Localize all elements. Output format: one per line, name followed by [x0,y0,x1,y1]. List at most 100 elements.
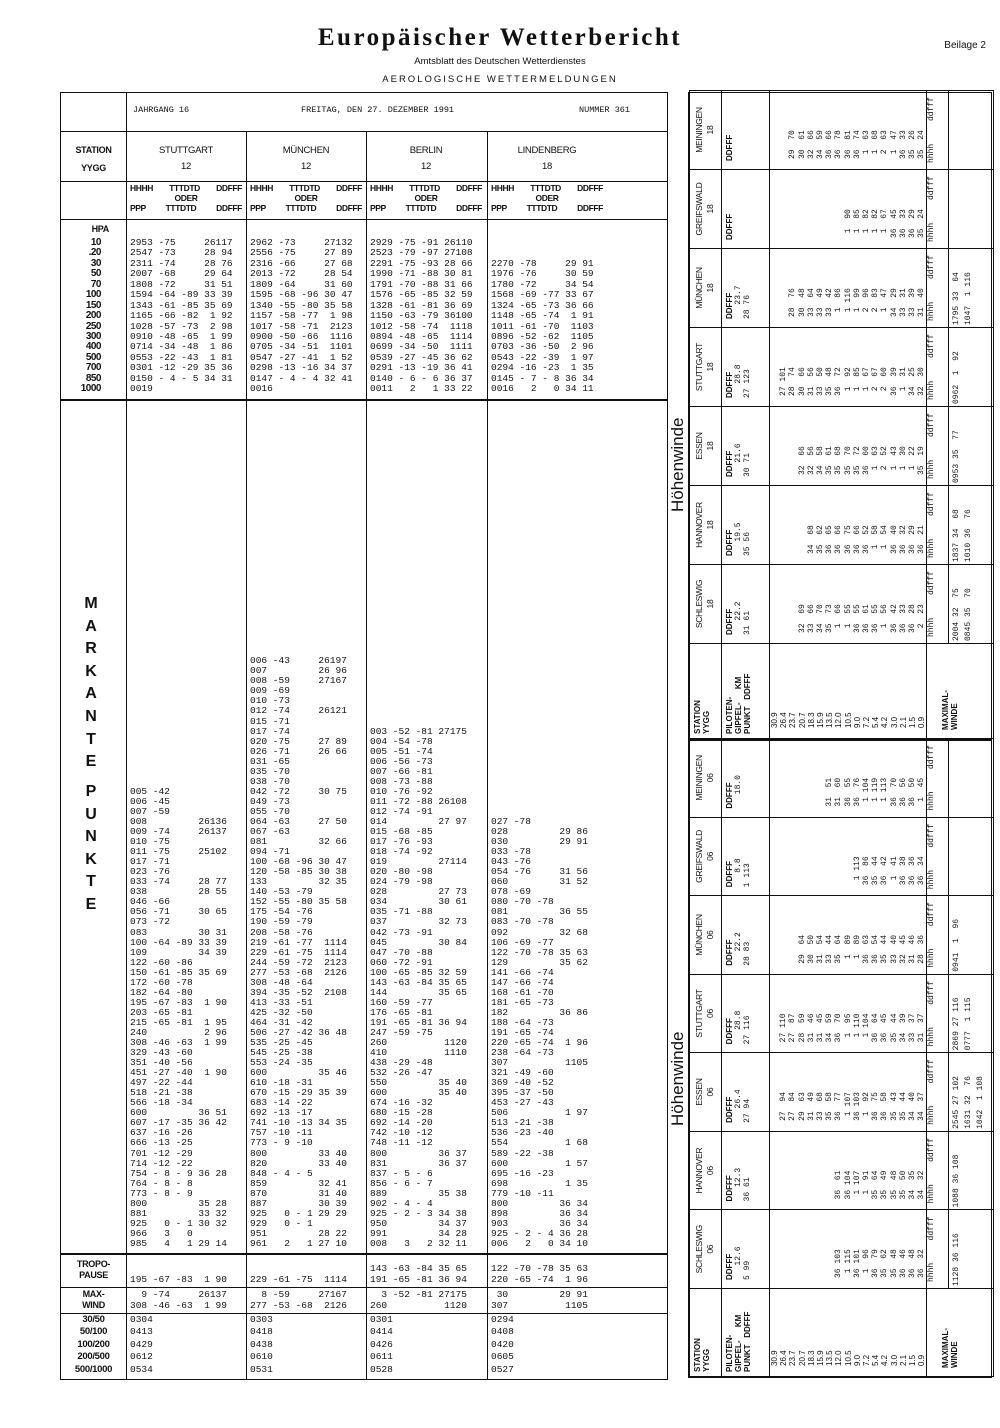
station-name: SCHLESWIG [694,1225,704,1274]
thickness-row: 0527 [491,1363,514,1375]
height-level: 30.9 [770,712,779,728]
markante-row: 277 -53 -68 2126 [250,966,347,978]
markante-row: 748 -11 -12 [370,1137,433,1149]
wind-value: 36 79 [871,1249,881,1278]
wind-value: 35 48 [825,367,835,396]
pilot-value: 28 83 [743,941,752,966]
maximal-label: MAXIMAL- [941,1328,951,1368]
wind-label: WIND [82,1300,105,1310]
maxwind-header: hhhh ddfff [927,328,936,406]
height-level: 9.0 [852,716,862,728]
maxwind-value: 1795 33 64 [952,272,962,325]
height-level: 23.7 [788,712,798,728]
wind-value: 31 46 [908,934,918,964]
markante-row: 020 -80 -98 [370,866,433,878]
height-level: 13.5 [825,712,835,728]
markante-row: 054 -76 31 56 [491,866,588,878]
markante-row: 950 34 37 [370,1217,467,1229]
wind-value: 30 50 [806,934,816,964]
wind-value: 35 50 [898,1170,908,1200]
station-name: MEININGEN [694,755,704,801]
ddfff-label: ddfff [927,255,937,280]
markante-row: 351 -40 -56 [130,1057,193,1069]
thickness-row: 0528 [370,1363,393,1375]
wind-value: 36 77 [834,1092,844,1121]
hpa-level: 850 [85,372,102,384]
ddfff-label: ddfff [927,745,937,770]
issue-number: NUMMER 361 [579,105,631,115]
wind-value: 33 37 [908,1013,918,1043]
markante-row: 600 35 46 [250,1067,347,1079]
thickness-row: 0294 [491,1314,514,1325]
maxwind-value: 1047 1 116 [964,272,974,325]
markante-row: 028 27 73 [370,886,467,898]
hpa-row: 0016 2 0 34 11 [491,383,594,395]
thickness-row: 0531 [250,1363,273,1375]
markante-row: 007 26 96 [250,665,347,677]
maxwind-data: 8 -59 27167 277 -53 -68 2126 [250,1289,347,1311]
thickness-layers: 30/50 50/100 100/200 200/500 500/1000 [61,1314,126,1376]
markante-row: 028 29 86 [491,826,588,838]
thickness-layer-label: 100/200 [77,1338,110,1350]
wind-value: 30 61 [797,130,807,159]
wind-value: 1 63 [871,446,881,475]
hpa-row: 0150 - 4 - 5 34 31 [130,372,233,384]
wind-value: 33 66 [806,604,816,633]
wind-value: 36 66 [825,130,835,159]
maxwind-value: 0777 1 115 [964,997,974,1051]
station-yygg: 12 [301,161,311,172]
hpa-row: 1791 -70 -88 31 66 [370,278,473,290]
markante-row: 215 -65 -81 1 95 [130,1016,227,1028]
height-level: 18.3 [806,1350,816,1366]
markante-row: 464 -31 -42 [250,1016,313,1028]
markante-row: 047 -70 -88 [370,946,433,958]
maxwind-row: 260 1120 [370,1299,467,1311]
wind-values: 29 70 30 61 32 66 34 59 36 66 36 78 36 81 36 74… [770,91,926,169]
pilot-value: 36 61 [743,1177,752,1202]
height-level: 9.0 [852,1354,862,1366]
hpa-row: 1576 -65 -85 32 59 [370,289,473,301]
markante-row: 073 -72 [130,916,170,928]
pilot-value: 31 61 [743,610,752,635]
markante-row: 100 -68 -96 30 47 [250,856,347,868]
wind-value: 36 70 [889,777,899,807]
markante-punkte-data: 005 -42 006 -45 007 -59 008 26136 009 -74 26… [130,399,227,1249]
wind-value: 36 40 [889,525,899,554]
header-field: TTTDTD [530,183,561,193]
markante-row: 175 -54 -76 [250,906,313,918]
volume-label: JAHRGANG 16 [133,105,190,115]
wind-value: 36 74 [852,130,862,159]
markante-row: 666 -13 -25 [130,1137,193,1149]
thickness-layer-label: 500/1000 [74,1363,113,1375]
markante-row: 773 - 8 - 9 [130,1187,193,1199]
hpa-row: 1594 -64 -89 33 39 [130,289,233,301]
soundings-table: JAHRGANG 16 FREITAG, DEN 27. DEZEMBER 19… [60,92,668,1380]
header-field: DDFFF [336,203,362,213]
hpa-level: 100 [85,289,102,301]
hpa-row [491,238,594,248]
wind-value: 36 56 [898,777,908,807]
wind-values: 32 69 33 66 34 70 35 73 1 66 1 55 36 55 36 61… [770,565,927,643]
pilot-value: 30 71 [743,452,752,477]
markante-row: 023 -76 [130,866,170,878]
wind-value: 34 32 [917,1170,927,1200]
maxwind-data: 3 -52 -81 27175 260 1120 [370,1289,467,1311]
pilot-value: 12.6 [734,1246,743,1280]
wind-value: 1 119 [871,777,881,807]
wind-value: 35 48 [889,1170,899,1200]
hhhh-label: hhhh [927,1184,937,1204]
wind-value: 34 59 [816,130,826,159]
header-line: PPP TTTDTD DDFFF [246,203,366,213]
header-line: HHHH TTTDTD DDFFF [487,183,607,193]
station-name: MÜNCHEN [282,145,330,156]
wind-values: 32 66 32 56 34 58 35 61 35 68 35 70 35 72 36 60… [770,407,927,485]
wind-value: 36 33 [898,130,908,159]
wind-value: 1 55 [843,604,853,633]
markante-row: 219 -61 -77 1114 [250,936,347,948]
wind-values: 34 68 35 62 36 65 36 66 36 75 36 66 36 52 1 58… [770,486,926,564]
markante-row: 260 1120 [370,1037,467,1049]
markante-row: 014 27 97 [370,815,467,827]
markante-row: 045 30 84 [370,936,467,948]
station-yygg: 12 [181,161,191,172]
station-name: HANNOVER [694,502,704,548]
